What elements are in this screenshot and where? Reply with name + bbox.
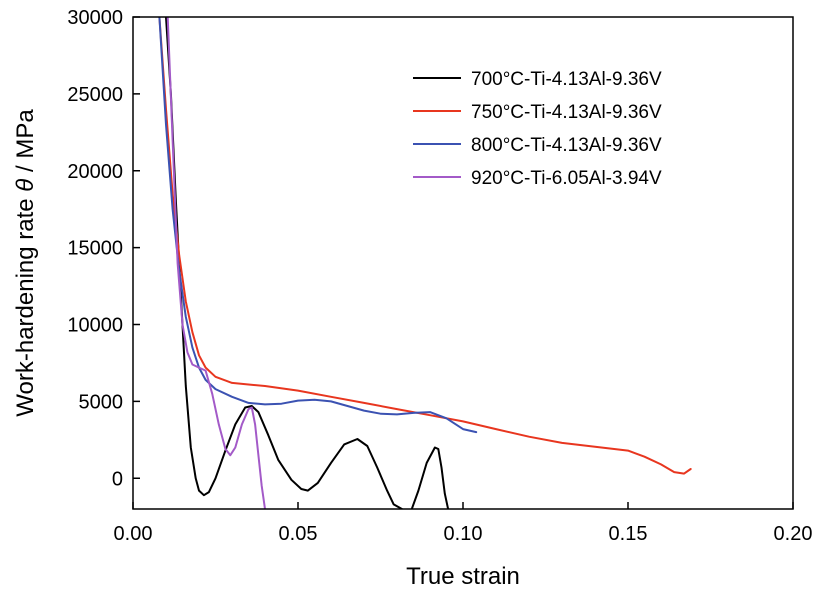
series-line-1 [410, 446, 450, 509]
y-tick-label: 20000 [67, 161, 123, 183]
x-tick-label: 0.20 [774, 523, 813, 545]
y-tick-label: 0 [112, 468, 123, 490]
series-layer [158, 17, 692, 509]
ticks-layer: 0.00 0.05 0.10 0.15 0.20 0 5000 10000 15000 20000… [67, 7, 812, 545]
legend-label-3: 800°C-Ti-4.13Al-9.36V [471, 135, 662, 156]
y-tick-label: 15000 [67, 238, 123, 260]
legend: 700°C-Ti-4.13Al-9.36V 750°C-Ti-4.13Al-9.3… [413, 69, 662, 189]
x-tick-label: 0.00 [114, 523, 153, 545]
y-tick-label: 5000 [79, 391, 124, 413]
x-axis-label: True strain [406, 563, 520, 590]
y-tick-label: 25000 [67, 84, 123, 106]
y-tick-label: 10000 [67, 315, 123, 337]
y-axis-label-symbol: θ [12, 179, 39, 192]
series-line-3 [158, 17, 478, 434]
y-axis-label-prefix: Work-hardening rate [12, 192, 39, 417]
series-line-4 [166, 17, 266, 509]
legend-label-4: 920°C-Ti-6.05Al-3.94V [471, 168, 662, 189]
y-tick-label: 30000 [67, 7, 123, 29]
legend-label-2: 750°C-Ti-4.13Al-9.36V [471, 102, 662, 123]
series-line-0 [165, 17, 403, 509]
y-axis-label-unit: / MPa [12, 109, 39, 179]
series-line-2 [158, 17, 692, 475]
x-tick-label: 0.15 [609, 523, 648, 545]
legend-label-0: 700°C-Ti-4.13Al-9.36V [471, 69, 662, 90]
x-tick-label: 0.05 [279, 523, 318, 545]
x-tick-label: 0.10 [444, 523, 483, 545]
y-axis-label: Work-hardening rate θ / MPa [12, 109, 39, 417]
